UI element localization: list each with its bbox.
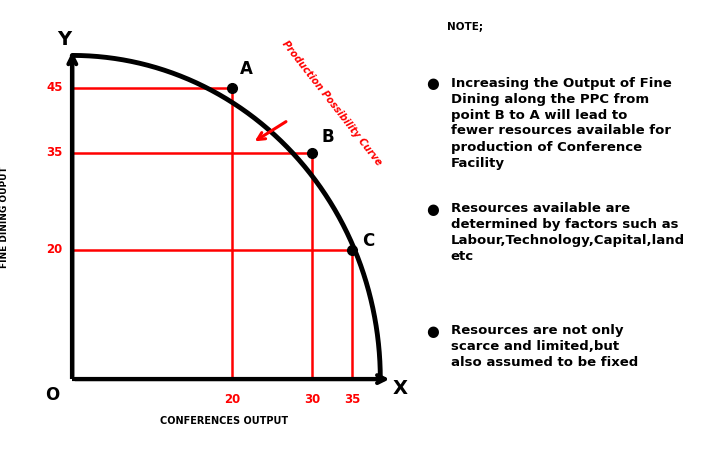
Text: 20: 20 bbox=[46, 243, 63, 256]
Text: X: X bbox=[393, 379, 408, 398]
Text: 30: 30 bbox=[304, 393, 320, 406]
Text: Y: Y bbox=[57, 30, 71, 49]
Text: 35: 35 bbox=[46, 146, 63, 159]
Text: O: O bbox=[45, 386, 59, 404]
Text: 45: 45 bbox=[46, 81, 63, 94]
Text: Increasing the Output of Fine
Dining along the PPC from
point B to A will lead t: Increasing the Output of Fine Dining alo… bbox=[451, 76, 672, 170]
Text: Resources available are
determined by factors such as
Labour,Technology,Capital,: Resources available are determined by fa… bbox=[451, 202, 685, 264]
Text: 35: 35 bbox=[344, 393, 360, 406]
Text: FINE DINING OUPUT: FINE DINING OUPUT bbox=[0, 166, 9, 268]
Text: 20: 20 bbox=[224, 393, 241, 406]
Text: A: A bbox=[240, 60, 253, 78]
Text: B: B bbox=[322, 128, 334, 146]
Text: CONFERENCES OUTPUT: CONFERENCES OUTPUT bbox=[161, 416, 289, 426]
Text: Production Possibility Curve: Production Possibility Curve bbox=[280, 39, 384, 167]
Text: C: C bbox=[362, 232, 374, 250]
Text: ●: ● bbox=[426, 202, 439, 217]
Text: NOTE;: NOTE; bbox=[447, 22, 483, 32]
Text: Resources are not only
scarce and limited,but
also assumed to be fixed: Resources are not only scarce and limite… bbox=[451, 324, 638, 369]
Text: ●: ● bbox=[426, 76, 439, 91]
Text: ●: ● bbox=[426, 324, 439, 339]
